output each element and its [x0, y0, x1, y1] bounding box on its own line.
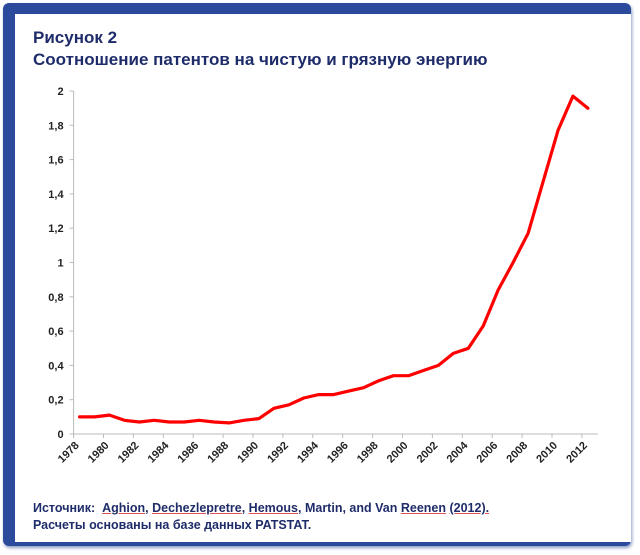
data-point: [571, 94, 575, 98]
data-point: [183, 420, 186, 424]
x-tick-label: 2008: [504, 440, 530, 466]
data-point: [153, 419, 156, 422]
data-point: [482, 324, 485, 328]
data-point: [407, 374, 410, 377]
data-point: [467, 347, 470, 350]
source-label: Источник:: [33, 501, 96, 515]
data-point: [168, 420, 171, 424]
data-point: [272, 407, 276, 410]
x-tick-label: 1986: [176, 440, 202, 466]
figure-number: Рисунок 2: [33, 28, 118, 47]
data-point: [392, 374, 395, 377]
author: Dechezlepretre: [152, 501, 242, 515]
data-point: [302, 396, 306, 400]
x-tick-label: 1994: [295, 439, 321, 465]
data-point: [541, 180, 545, 184]
x-tick-label: 2012: [564, 440, 590, 466]
chart-title: Соотношение патентов на чистую и грязную…: [33, 50, 488, 69]
data-point: [78, 415, 81, 419]
data-point: [362, 386, 365, 389]
author: Van Reenen: [375, 501, 446, 515]
x-tick-label: 2002: [415, 440, 441, 466]
y-tick-label: 0,8: [48, 292, 63, 304]
x-tick-label: 1978: [56, 440, 82, 466]
x-tick-label: 1982: [116, 440, 142, 466]
data-point: [93, 415, 96, 419]
and-text: and: [349, 501, 372, 515]
data-point: [242, 419, 246, 422]
data-point: [586, 106, 590, 110]
author-surname: Reenen: [400, 501, 446, 515]
data-point: [287, 403, 291, 407]
author: Aghion: [102, 501, 146, 515]
x-tick-label: 2006: [475, 440, 501, 466]
x-tick-label: 1980: [86, 440, 112, 466]
data-point: [526, 232, 530, 235]
database-note: Расчеты основаны на базе данных PATSTAT.: [33, 518, 312, 532]
author: Martin: [304, 501, 343, 515]
source-note: Источник: Aghion, Dechezlepretre, Hemous…: [33, 500, 489, 534]
data-point: [332, 393, 335, 396]
x-tick-label: 2000: [385, 440, 411, 466]
y-tick-label: 1,6: [48, 155, 63, 167]
y-tick-label: 1: [57, 258, 63, 270]
x-tick-label: 1996: [325, 440, 351, 466]
x-tick-label: 2004: [445, 439, 471, 465]
x-tick-label: 2010: [534, 440, 560, 466]
data-point: [556, 129, 560, 132]
data-point: [138, 420, 141, 424]
data-point: [212, 420, 216, 424]
y-tick-label: 1,4: [48, 189, 64, 201]
data-point: [422, 369, 425, 372]
data-point: [123, 419, 126, 422]
x-tick-label: 1988: [205, 440, 231, 466]
data-point: [452, 352, 455, 355]
x-tick-label: 1992: [265, 440, 291, 466]
y-tick-label: 0,6: [48, 326, 63, 338]
data-point: [257, 417, 261, 420]
y-tick-label: 1,8: [48, 120, 63, 132]
data-point: [496, 288, 500, 292]
y-tick-label: 0,2: [48, 395, 63, 407]
data-point: [437, 364, 440, 367]
x-tick-label: 1984: [146, 439, 172, 465]
data-point: [197, 419, 201, 422]
data-point: [347, 389, 350, 393]
chart-panel: [15, 14, 631, 542]
source-year: (2012).: [449, 501, 490, 515]
data-point: [108, 413, 111, 417]
data-point: [377, 379, 380, 383]
author: Hemous: [248, 501, 298, 515]
y-tick-label: 1,2: [48, 223, 63, 235]
data-point: [227, 421, 231, 425]
source-line: Источник: Aghion, Dechezlepretre, Hemous…: [33, 501, 490, 515]
y-tick-label: 0: [57, 429, 63, 441]
data-point: [317, 393, 320, 396]
x-tick-label: 1990: [235, 440, 261, 466]
x-tick-label: 1998: [355, 440, 381, 466]
y-tick-label: 2: [57, 86, 63, 98]
y-tick-label: 0,4: [48, 360, 64, 372]
series-line: [77, 94, 590, 425]
data-point: [511, 261, 515, 264]
